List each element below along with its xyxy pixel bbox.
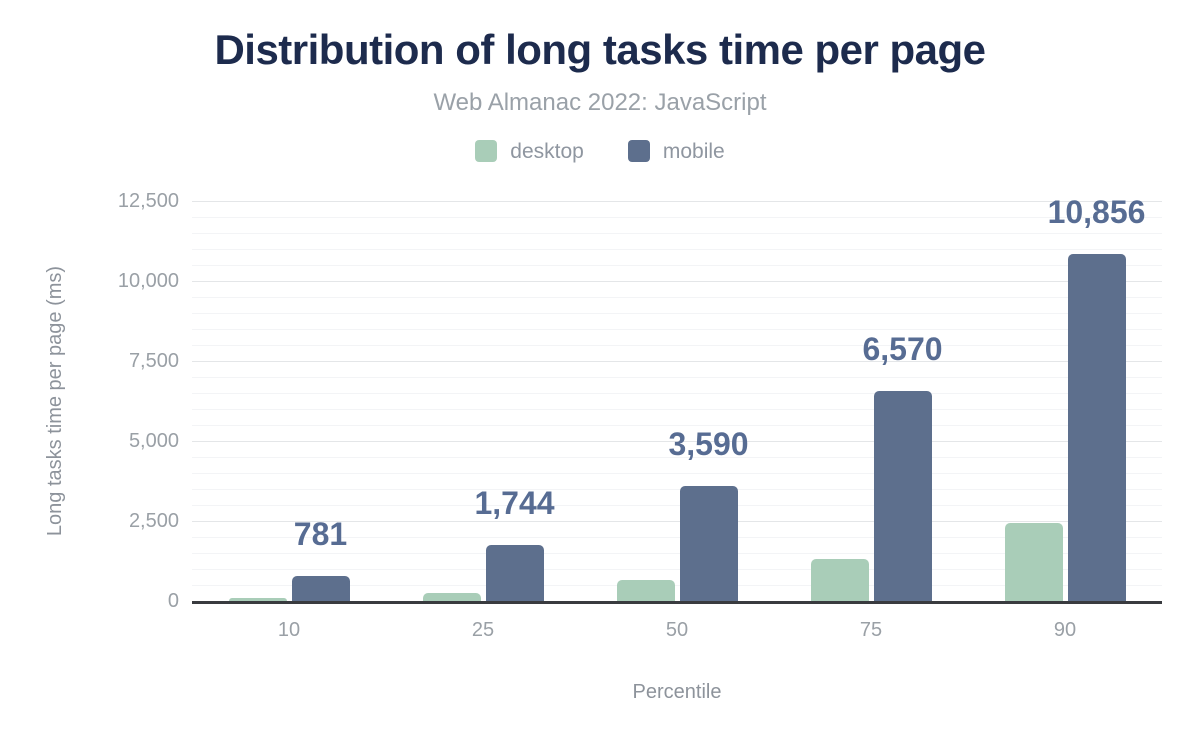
bar-group-p75: 6,570 75 <box>774 201 968 640</box>
bar-group-p10: 781 10 <box>192 201 386 640</box>
y-tick-label: 5,000 <box>128 430 179 453</box>
chart-title: Distribution of long tasks time per page <box>214 26 986 73</box>
gridline-major <box>192 361 1162 363</box>
gridline-major <box>192 521 1162 523</box>
bar-mobile-p50[interactable]: 3,590 <box>668 428 749 602</box>
gridline-major <box>192 281 1162 283</box>
plot-area: Long tasks time per page (ms) 0 2,500 5,00… <box>44 191 1162 640</box>
chart-subtitle: Web Almanac 2022: JavaScript <box>433 89 767 117</box>
gridline-minor <box>192 505 1162 507</box>
y-tick-label: 2,500 <box>128 510 179 533</box>
gridline-minor <box>192 553 1162 555</box>
data-label-mobile-p25: 1,744 <box>474 485 555 522</box>
x-tick-label-75: 75 <box>859 619 883 642</box>
legend-item-desktop: desktop <box>475 139 584 163</box>
y-tick-label: 0 <box>167 590 179 613</box>
legend-swatch-mobile <box>627 140 650 163</box>
legend-label-mobile: mobile <box>662 139 725 163</box>
gridline-major <box>192 441 1162 443</box>
bar-desktop-p25[interactable] <box>422 593 481 602</box>
legend-item-mobile: mobile <box>627 139 725 163</box>
gridline-minor <box>192 265 1162 267</box>
legend-label-desktop: desktop <box>510 139 584 163</box>
bar-desktop-p50[interactable] <box>616 579 675 602</box>
gridline-minor <box>192 569 1162 571</box>
gridline-minor <box>192 377 1162 379</box>
gridline-minor <box>192 393 1162 395</box>
bar-mobile-p90[interactable]: 10,856 <box>1048 196 1145 602</box>
gridline-minor <box>192 457 1162 459</box>
bar-mobile-p75[interactable]: 6,570 <box>862 333 943 602</box>
y-tick-label: 10,000 <box>117 270 179 293</box>
gridline-minor <box>192 345 1162 347</box>
gridline-minor <box>192 313 1162 315</box>
x-tick-label-25: 25 <box>471 619 495 642</box>
gridline-minor <box>192 297 1162 299</box>
x-tick-label-50: 50 <box>665 619 689 642</box>
bar-groups: 781 10 1,744 25 3,590 50 6,570 75 10,856 90 <box>192 196 1162 640</box>
data-label-mobile-p75: 6,570 <box>862 330 943 367</box>
gridline-minor <box>192 585 1162 587</box>
x-tick-label-90: 90 <box>1053 619 1077 642</box>
bar-group-p50: 3,590 50 <box>580 201 774 640</box>
y-tick-label: 7,500 <box>128 350 179 373</box>
x-axis-title: Percentile <box>632 681 722 704</box>
gridline-minor <box>192 217 1162 219</box>
bar-desktop-p10[interactable] <box>228 597 287 602</box>
y-axis-title: Long tasks time per page (ms) <box>44 266 66 537</box>
gridline-minor <box>192 249 1162 251</box>
gridline-minor <box>192 489 1162 491</box>
bar-mobile-p25[interactable]: 1,744 <box>474 487 555 602</box>
bar-group-p25: 1,744 25 <box>386 201 580 640</box>
legend: desktop mobile <box>0 139 1200 163</box>
gridline-minor <box>192 233 1162 235</box>
gridline-minor <box>192 537 1162 539</box>
gridline-major <box>192 201 1162 203</box>
data-label-mobile-p10: 781 <box>293 516 348 553</box>
x-tick-label-10: 10 <box>277 619 301 642</box>
bar-desktop-p75[interactable] <box>810 558 869 602</box>
data-label-mobile-p90: 10,856 <box>1047 193 1146 230</box>
gridline-minor <box>192 329 1162 331</box>
bar-group-p90: 10,856 90 <box>968 196 1162 640</box>
gridline-minor <box>192 425 1162 427</box>
bar-desktop-p90[interactable] <box>1004 523 1063 602</box>
gridline-minor <box>192 409 1162 411</box>
data-label-mobile-p50: 3,590 <box>668 426 749 463</box>
bar-mobile-p10[interactable]: 781 <box>291 518 350 602</box>
y-tick-label: 12,500 <box>117 190 179 213</box>
gridline-minor <box>192 473 1162 475</box>
legend-swatch-desktop <box>475 140 498 163</box>
